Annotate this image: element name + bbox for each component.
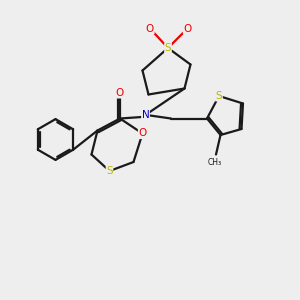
Text: O: O — [138, 128, 147, 139]
Text: CH₃: CH₃ — [207, 158, 222, 167]
Text: S: S — [216, 91, 222, 101]
Text: O: O — [183, 23, 192, 34]
Text: O: O — [146, 23, 154, 34]
Text: O: O — [116, 88, 124, 98]
Text: N: N — [142, 110, 149, 121]
Text: S: S — [106, 166, 113, 176]
Text: S: S — [165, 43, 171, 53]
